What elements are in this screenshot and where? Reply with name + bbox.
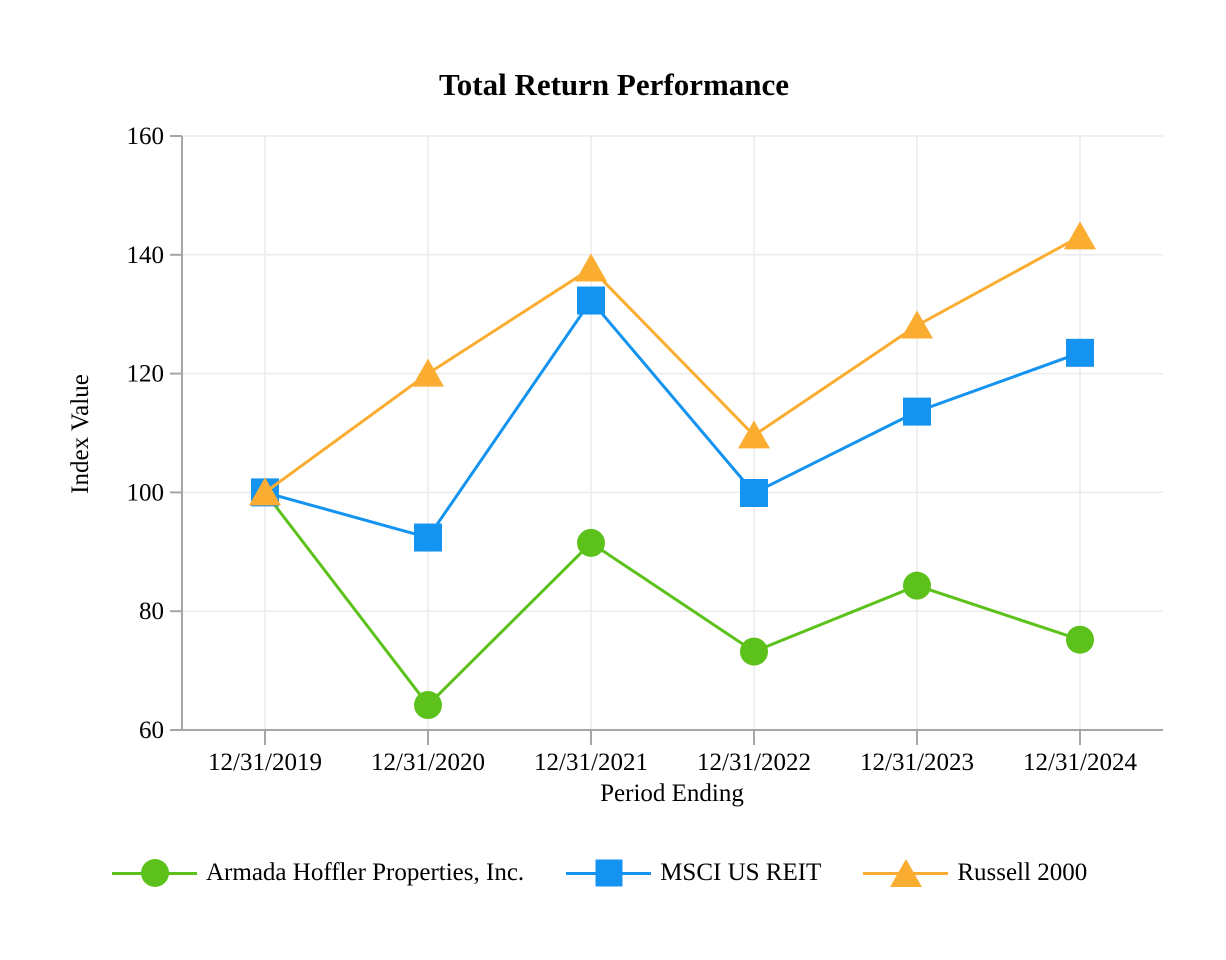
triangle-marker-icon [575,253,607,282]
circle-marker-icon [903,571,931,600]
y-tick-label: 120 [127,361,165,388]
legend-item-msci-us-reit: MSCI US REIT [566,859,821,887]
circle-marker-icon [414,691,442,720]
grid-layer [182,135,1163,730]
legend-label: Russell 2000 [957,859,1088,886]
square-marker-icon [414,523,442,552]
square-marker-icon [903,397,931,426]
chart-legend: Armada Hoffler Properties, Inc. MSCI US … [0,845,1226,901]
y-tick-label: 160 [127,123,165,150]
circle-marker-icon [140,859,169,887]
legend-line-swatch [566,859,652,887]
legend-line-swatch [112,859,197,887]
triangle-marker-icon [738,420,770,449]
circle-marker-icon [577,528,605,557]
x-axis-title: Period Ending [600,780,744,807]
legend-line-swatch [863,859,949,887]
triangle-marker-icon [1064,221,1096,250]
series-circle [251,478,1094,720]
x-tick-label: 12/31/2024 [1023,749,1137,776]
x-tick-label: 12/31/2019 [208,749,322,776]
total-return-performance-chart: Total Return Performance 60 80 100 120 140 16… [67,67,1163,807]
series-square [251,286,1094,552]
y-tick-label: 60 [139,717,164,744]
x-tick-label: 12/31/2020 [371,749,485,776]
series-triangle [249,221,1096,506]
legend-label: MSCI US REIT [660,859,822,886]
chart-title: Total Return Performance [439,67,789,102]
triangle-marker-icon [249,477,281,506]
y-tick-label: 100 [127,479,165,506]
tick-label-layer: 60 80 100 120 140 160 12/31/2019 12/31/2020 12/3… [127,123,1138,776]
x-tick-label: 12/31/2023 [860,749,974,776]
square-marker-icon [595,859,623,887]
triangle-marker-icon [889,859,922,887]
series-line [264,298,1081,540]
y-tick-label: 140 [127,242,165,269]
x-tick-label: 12/31/2022 [697,749,811,776]
series-line [264,235,1081,494]
series-layer [249,221,1096,720]
circle-marker-icon [1066,625,1094,654]
axis-layer [170,135,1163,745]
circle-marker-icon [740,637,768,666]
triangle-marker-icon [412,358,444,387]
x-tick-label: 12/31/2021 [534,749,648,776]
series-line [263,491,1081,708]
square-marker-icon [1066,338,1094,367]
y-axis-title: Index Value [67,374,94,494]
square-marker-icon [577,286,605,315]
legend-item-russell-2000: Russell 2000 [863,859,1087,887]
triangle-marker-icon [901,310,933,339]
legend-item-armada-hoffler: Armada Hoffler Properties, Inc. [112,859,524,887]
y-tick-label: 80 [139,598,164,625]
legend-label: Armada Hoffler Properties, Inc. [206,859,525,886]
square-marker-icon [740,478,768,507]
